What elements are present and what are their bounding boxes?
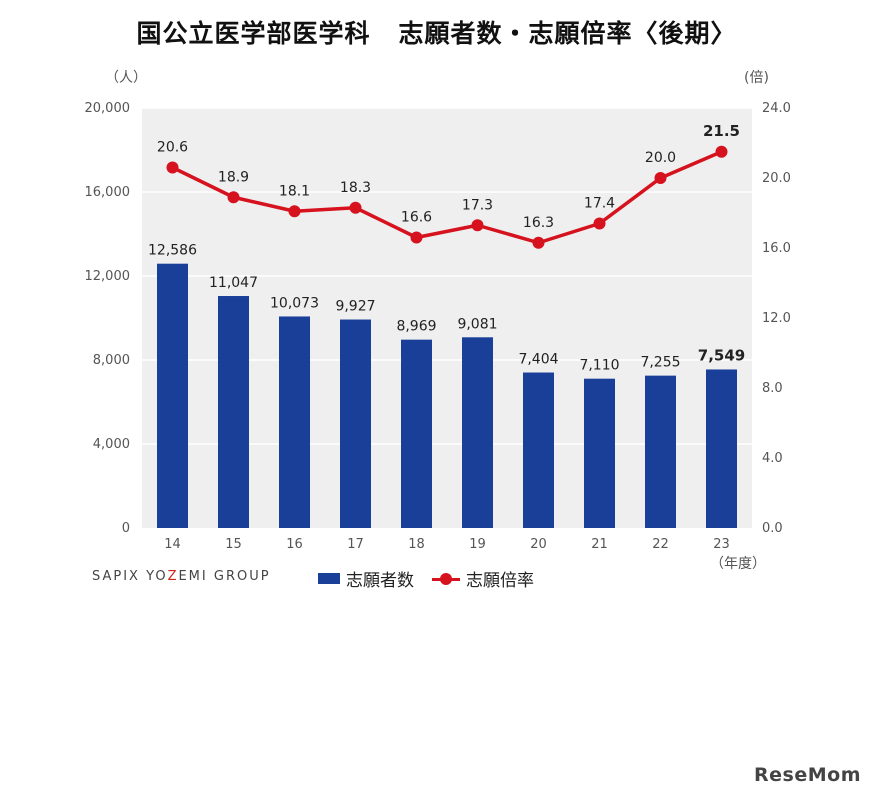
x-axis-unit: （年度） — [710, 556, 766, 572]
bar-value-label: 9,927 — [335, 299, 375, 315]
sapix-brand-label: SAPIX YOZEMI GROUP — [92, 569, 271, 584]
bar-value-label: 7,255 — [640, 355, 680, 371]
bar — [340, 319, 371, 528]
ratio-value-label: 18.3 — [340, 180, 371, 196]
x-tick-label: 18 — [408, 537, 425, 552]
x-tick-label: 14 — [164, 537, 181, 552]
right-tick-label: 8.0 — [762, 381, 783, 396]
right-tick-label: 20.0 — [762, 171, 791, 186]
ratio-value-label: 21.5 — [703, 122, 740, 140]
ratio-value-label: 20.6 — [157, 140, 188, 156]
bar — [645, 375, 676, 528]
x-tick-label: 17 — [347, 537, 364, 552]
legend-bar-swatch — [318, 573, 340, 584]
bar — [218, 296, 249, 528]
chart-area: 0 4,000 8,000 12,000 16,000 20,000 0.0 4.0 8.0 12… — [85, 70, 791, 572]
right-tick-label: 0.0 — [762, 521, 783, 536]
ratio-point — [532, 236, 545, 249]
x-tick-label: 19 — [469, 537, 486, 552]
ratio-line — [171, 150, 723, 245]
x-tick-label: 16 — [286, 537, 303, 552]
right-tick-label: 16.0 — [762, 241, 791, 256]
ratio-value-label: 20.0 — [645, 150, 676, 166]
left-tick-label: 20,000 — [85, 101, 131, 116]
ratio-value-label: 18.9 — [218, 169, 249, 185]
bar — [279, 316, 310, 528]
title-part2: 志願者数・志願倍率〈後期〉 — [398, 19, 737, 48]
x-tick-label: 20 — [530, 537, 547, 552]
resemom-logo: ReseMom — [754, 764, 861, 786]
bar-value-label: 7,404 — [518, 352, 558, 368]
ratio-point — [166, 161, 179, 174]
right-tick-label: 12.0 — [762, 311, 791, 326]
bar — [401, 339, 432, 528]
x-tick-label: 22 — [652, 537, 669, 552]
ratio-point — [227, 191, 240, 204]
ratio-point — [715, 145, 728, 158]
left-tick-label: 0 — [122, 521, 130, 536]
bar — [706, 369, 737, 528]
bar — [523, 372, 554, 528]
bar-value-label: 11,047 — [209, 275, 258, 291]
bar-value-label: 7,549 — [698, 346, 745, 364]
title-part1: 国公立医学部医学科 — [136, 19, 371, 48]
bar-value-label: 12,586 — [148, 243, 197, 259]
x-tick-label: 21 — [591, 537, 608, 552]
ratio-point — [349, 201, 362, 214]
chart-legend: 志願者数 志願倍率 — [318, 566, 552, 591]
ratio-value-label: 16.6 — [401, 210, 432, 226]
legend-item-applicants: 志願者数 — [318, 566, 414, 591]
bar-value-label: 8,969 — [396, 319, 436, 335]
bar-value-label: 9,081 — [457, 316, 497, 332]
ratio-point — [471, 219, 484, 232]
right-tick-label: 24.0 — [762, 101, 791, 116]
right-tick-label: 4.0 — [762, 451, 783, 466]
ratio-point — [410, 231, 423, 244]
ratio-point — [654, 172, 667, 184]
bar-value-label: 7,110 — [579, 358, 619, 374]
bar — [462, 337, 493, 528]
ratio-value-label: 16.3 — [523, 215, 554, 231]
left-tick-label: 12,000 — [85, 269, 131, 284]
left-axis-unit: （人） — [105, 70, 147, 86]
bar-value-label: 10,073 — [270, 295, 319, 311]
bar — [157, 263, 188, 528]
ratio-point — [593, 217, 606, 230]
left-tick-label: 16,000 — [85, 185, 131, 200]
right-axis-unit: (倍) — [744, 70, 769, 86]
left-tick-label: 4,000 — [93, 437, 130, 452]
ratio-value-label: 17.4 — [584, 196, 615, 212]
x-tick-label: 23 — [713, 537, 730, 552]
legend-item-ratio: 志願倍率 — [432, 566, 534, 591]
ratio-value-label: 18.1 — [279, 183, 310, 199]
chart-title: 国公立医学部医学科 志願者数・志願倍率〈後期〉 — [0, 14, 873, 50]
ratio-value-label: 17.3 — [462, 197, 493, 213]
legend-label-applicants: 志願者数 — [346, 571, 414, 591]
bar — [584, 378, 615, 528]
left-tick-label: 8,000 — [93, 353, 130, 368]
ratio-point — [288, 205, 301, 218]
legend-line-swatch — [432, 572, 460, 585]
legend-label-ratio: 志願倍率 — [466, 571, 534, 591]
x-tick-label: 15 — [225, 537, 242, 552]
